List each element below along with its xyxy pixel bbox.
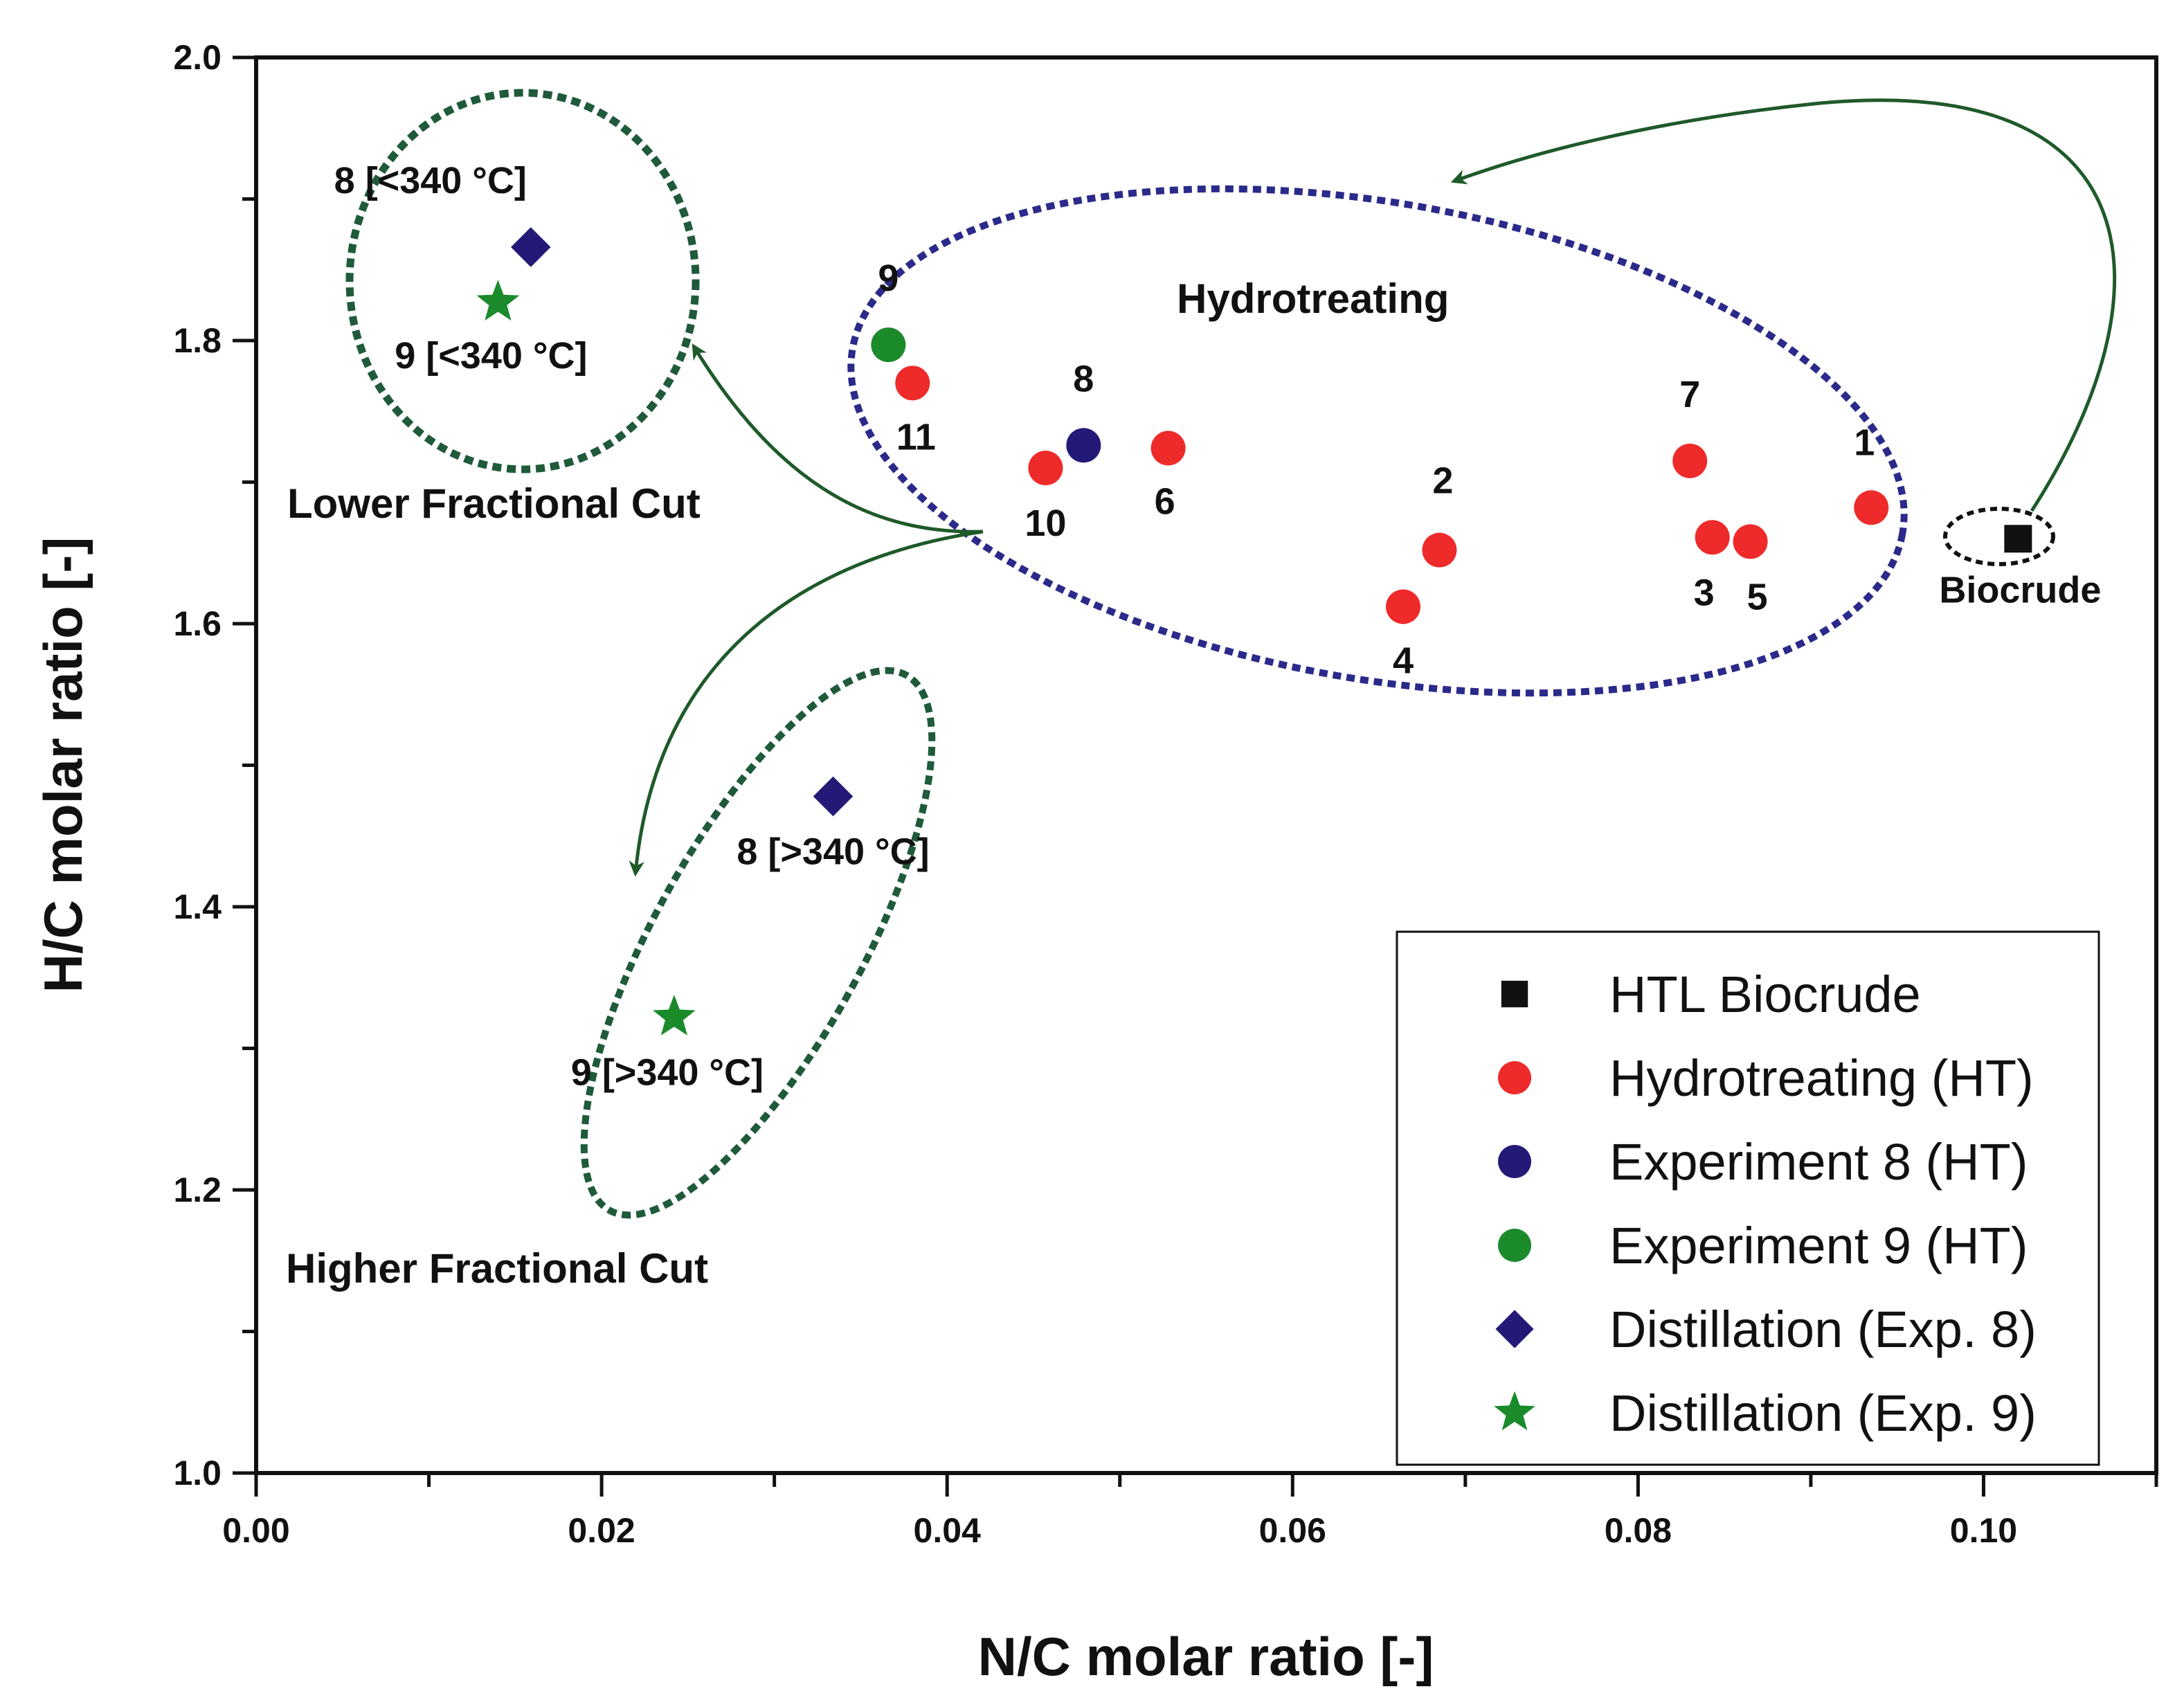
point-hydrotreating-ht-1 bbox=[1854, 490, 1889, 525]
x-tick-label: 0.04 bbox=[914, 1511, 982, 1550]
point-hydrotreating-ht-5 bbox=[1733, 524, 1768, 559]
point-label-9-340-c: 9 [<340 °C] bbox=[395, 335, 587, 377]
point-hydrotreating-ht-10 bbox=[1028, 451, 1063, 486]
point-distillation-exp-8-8-340-c bbox=[511, 227, 551, 267]
point-label-11: 11 bbox=[896, 416, 936, 458]
point-distillation-exp-9-9-340-c bbox=[476, 280, 520, 321]
point-hydrotreating-ht-4 bbox=[1385, 589, 1420, 624]
lower-cut-ellipse bbox=[345, 89, 700, 473]
legend: HTL Biocrude Hydrotreating (HT) Experiment… bbox=[1396, 930, 2100, 1466]
y-tick-label: 2.0 bbox=[173, 38, 222, 77]
point-label-9: 9 bbox=[878, 258, 899, 299]
x-tick-label: 0.10 bbox=[1950, 1511, 2017, 1550]
legend-label-htl-biocrude: HTL Biocrude bbox=[1609, 966, 1921, 1023]
point-label-1: 1 bbox=[1854, 422, 1875, 463]
point-label-7: 7 bbox=[1679, 374, 1700, 415]
x-axis-title: N/C molar ratio [-] bbox=[978, 1626, 1434, 1687]
x-axis-ticks: 0.00 0.02 0.04 0.06 0.08 0.10 bbox=[222, 1473, 2158, 1550]
x-tick-label: 0.08 bbox=[1605, 1511, 1672, 1550]
y-axis-title: H/C molar ratio [-] bbox=[33, 537, 93, 993]
higher-cut-label: Higher Fractional Cut bbox=[286, 1245, 708, 1292]
point-label-9-340-c: 9 [>340 °C] bbox=[571, 1052, 764, 1094]
point-hydrotreating-ht-6 bbox=[1150, 431, 1186, 466]
region-labels: Hydrotreating Lower Fractional Cut Highe… bbox=[286, 276, 1449, 1292]
legend-label-distillation-exp-9: Distillation (Exp. 9) bbox=[1609, 1384, 2037, 1442]
higher-cut-ellipse bbox=[580, 667, 936, 1219]
legend-label-distillation-exp-8: Distillation (Exp. 8) bbox=[1609, 1301, 2037, 1358]
legend-label-experiment-9-ht: Experiment 9 (HT) bbox=[1609, 1217, 2028, 1274]
legend-marker-distillation-exp-8 bbox=[1495, 1310, 1534, 1348]
point-labels: Biocrude 1 2 3 4 5 6 7 10 11 8 9 8 [<340 °C] 8 [>340 … bbox=[334, 160, 2102, 1093]
lower-cut-label: Lower Fractional Cut bbox=[287, 480, 701, 527]
arrow-to-lower-cut bbox=[692, 343, 984, 534]
point-experiment-9-ht-9 bbox=[871, 327, 906, 363]
legend-marker-htl-biocrude bbox=[1501, 980, 1528, 1008]
y-tick-label: 1.6 bbox=[173, 604, 222, 643]
biocrude-ellipse bbox=[1943, 507, 2055, 566]
legend-label-experiment-8-ht: Experiment 8 (HT) bbox=[1609, 1133, 2028, 1191]
arrow-to-higher-cut bbox=[629, 530, 984, 877]
point-hydrotreating-ht-11 bbox=[895, 365, 930, 401]
x-tick-label: 0.02 bbox=[568, 1511, 635, 1550]
hydrotreating-label: Hydrotreating bbox=[1177, 276, 1449, 322]
point-label-10: 10 bbox=[1025, 503, 1066, 544]
region-outlines bbox=[345, 89, 2055, 1219]
y-tick-label: 1.2 bbox=[173, 1171, 222, 1209]
y-tick-label: 1.4 bbox=[173, 887, 222, 926]
y-tick-label: 1.8 bbox=[173, 321, 222, 360]
legend-label-hydrotreating-ht: Hydrotreating (HT) bbox=[1609, 1049, 2034, 1107]
point-htl-biocrude-biocrude bbox=[2004, 525, 2032, 553]
y-tick-label: 1.0 bbox=[173, 1454, 222, 1492]
x-tick-label: 0.00 bbox=[222, 1511, 289, 1550]
point-experiment-8-ht-8 bbox=[1066, 428, 1101, 463]
point-distillation-exp-9-9-340-c bbox=[653, 995, 696, 1036]
arrow-biocrude-to-hydrotreating bbox=[1450, 98, 2117, 512]
point-label-2: 2 bbox=[1432, 460, 1453, 502]
point-label-5: 5 bbox=[1747, 576, 1768, 617]
flow-arrows bbox=[629, 98, 2117, 877]
point-label-biocrude: Biocrude bbox=[1939, 569, 2101, 611]
point-label-8: 8 bbox=[1073, 358, 1094, 399]
point-hydrotreating-ht-2 bbox=[1422, 532, 1457, 568]
y-axis-ticks: 1.0 1.2 1.4 1.6 1.8 2.0 bbox=[173, 38, 256, 1492]
point-hydrotreating-ht-3 bbox=[1695, 520, 1730, 555]
legend-marker-distillation-exp-9 bbox=[1494, 1391, 1535, 1431]
legend-marker-experiment-9-ht bbox=[1498, 1229, 1531, 1262]
legend-marker-experiment-8-ht bbox=[1498, 1145, 1531, 1178]
axes: 0.00 0.02 0.04 0.06 0.08 0.10 1.0 1.2 1.4 1.6 1.8… bbox=[33, 38, 2158, 1687]
point-distillation-exp-8-8-340-c bbox=[813, 776, 854, 817]
point-label-8-340-c: 8 [<340 °C] bbox=[334, 160, 527, 201]
point-label-4: 4 bbox=[1393, 640, 1414, 681]
legend-box bbox=[1396, 930, 2100, 1466]
legend-marker-hydrotreating-ht bbox=[1498, 1061, 1531, 1094]
point-label-3: 3 bbox=[1694, 572, 1715, 613]
data-points bbox=[476, 227, 2032, 1036]
x-tick-label: 0.06 bbox=[1259, 1511, 1326, 1550]
hydrotreating-ellipse bbox=[847, 185, 1908, 697]
point-hydrotreating-ht-7 bbox=[1672, 443, 1708, 478]
point-label-8-340-c: 8 [>340 °C] bbox=[737, 831, 929, 872]
point-label-6: 6 bbox=[1155, 480, 1175, 522]
